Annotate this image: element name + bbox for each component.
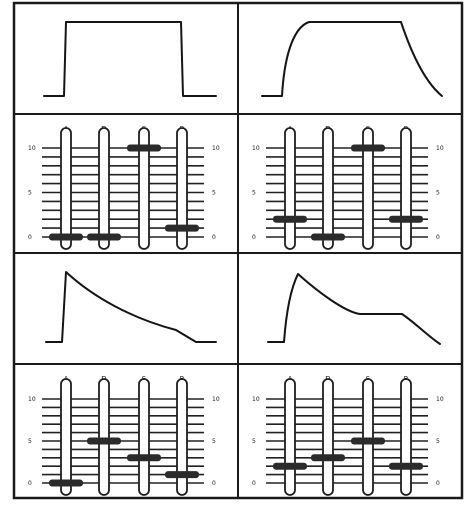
slider-knob-s[interactable] [127,454,161,462]
scale-label-left: 5 [28,438,32,445]
fader-panel-1: 10105500ADSR [28,125,220,250]
scale-label-right: 0 [212,480,216,487]
fader-panel-2: 10105500ADSR [252,125,444,250]
envelope-curve-1 [43,21,217,97]
slider-knob-r[interactable] [165,224,199,232]
slider-track-s[interactable] [362,127,374,250]
slider-track-d[interactable] [98,127,110,250]
slider-knob-a[interactable] [273,215,307,223]
scale-label-right: 5 [212,438,216,445]
slider-track-d[interactable] [322,127,334,250]
scale-label-right: 10 [436,145,444,152]
slider-track-d[interactable] [98,378,110,496]
fader-panel-4: 10105500ADSR [252,375,444,496]
slider-knob-s[interactable] [127,144,161,152]
slider-track-s[interactable] [138,127,150,250]
slider-knob-a[interactable] [49,233,83,241]
slider-knob-s[interactable] [351,144,385,152]
scale-label-right: 10 [436,396,444,403]
slider-track-r[interactable] [176,378,188,496]
slider-knob-r[interactable] [389,215,423,223]
slider-track-s[interactable] [138,378,150,496]
slider-knob-a[interactable] [49,479,83,487]
slider-track-r[interactable] [400,378,412,496]
slider-track-a[interactable] [284,378,296,496]
slider-knob-r[interactable] [165,471,199,479]
scale-label-left: 5 [252,190,256,197]
slider-track-a[interactable] [284,127,296,250]
scale-label-right: 0 [436,480,440,487]
slider-track-a[interactable] [60,127,72,250]
scale-label-right: 10 [212,396,220,403]
scale-label-right: 5 [212,190,216,197]
fader-panel-3: 10105500ADSR [28,375,220,496]
slider-knob-r[interactable] [389,462,423,470]
envelope-curve-3 [45,271,217,343]
scale-label-left: 0 [28,234,32,241]
scale-label-right: 0 [212,234,216,241]
scale-label-left: 5 [252,438,256,445]
slider-track-s[interactable] [362,378,374,496]
scale-label-right: 5 [436,190,440,197]
envelope-curve-4 [267,273,441,345]
slider-knob-d[interactable] [311,454,345,462]
scale-label-left: 10 [28,396,36,403]
slider-knob-a[interactable] [273,462,307,470]
scale-label-right: 0 [436,234,440,241]
scale-label-left: 5 [28,190,32,197]
scale-label-left: 10 [252,396,260,403]
scale-label-left: 0 [252,480,256,487]
scale-label-left: 10 [28,145,36,152]
slider-track-r[interactable] [176,127,188,250]
scale-label-left: 10 [252,145,260,152]
scale-label-left: 0 [28,480,32,487]
scale-label-left: 0 [252,234,256,241]
slider-track-d[interactable] [322,378,334,496]
slider-knob-d[interactable] [87,233,121,241]
slider-knob-d[interactable] [311,233,345,241]
slider-track-r[interactable] [400,127,412,250]
scale-label-right: 5 [436,438,440,445]
slider-knob-s[interactable] [351,437,385,445]
scale-label-right: 10 [212,145,220,152]
slider-knob-d[interactable] [87,437,121,445]
envelope-curve-2 [261,21,443,97]
slider-track-a[interactable] [60,378,72,496]
